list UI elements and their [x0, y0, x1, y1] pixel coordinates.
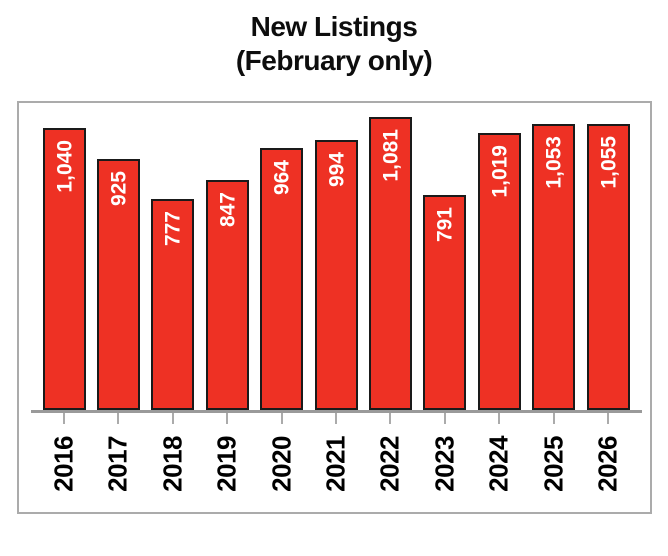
axis-tick — [172, 413, 174, 424]
x-axis-label: 2020 — [266, 436, 297, 492]
axis-tick — [226, 413, 228, 424]
bar-value-label: 925 — [107, 171, 130, 207]
x-axis-label: 2016 — [48, 436, 79, 492]
x-axis-label: 2025 — [538, 436, 569, 492]
bar-2020: 964 — [260, 148, 303, 410]
axis-tick — [607, 413, 609, 424]
bar-2018: 777 — [151, 199, 194, 410]
bar-value-label: 847 — [216, 192, 239, 228]
bar-value-label: 964 — [270, 160, 293, 196]
bar-2021: 994 — [315, 140, 358, 410]
bar-value-label: 777 — [161, 211, 184, 247]
chart-title-line2: (February only) — [235, 45, 433, 76]
axis-tick — [553, 413, 555, 424]
bar-2025: 1,053 — [532, 124, 575, 410]
axis-tick — [498, 413, 500, 424]
bar-value-label: 994 — [325, 152, 348, 188]
axis-tick — [335, 413, 337, 424]
bar-2024: 1,019 — [478, 133, 521, 410]
bar-2022: 1,081 — [369, 117, 412, 410]
plot-area: 1,040 925 777 847 964 994 1,081 791 1,019 1,053 1,… — [17, 101, 652, 514]
x-axis-label: 2018 — [157, 436, 188, 492]
chart-title: New Listings (February only) — [0, 10, 668, 78]
x-axis-label: 2021 — [320, 436, 351, 492]
axis-tick — [281, 413, 283, 424]
x-axis-label: 2024 — [483, 436, 514, 492]
bar-2019: 847 — [206, 180, 249, 410]
axis-tick — [117, 413, 119, 424]
axis-tick — [444, 413, 446, 424]
x-axis-label: 2017 — [102, 436, 133, 492]
x-axis-label: 2019 — [211, 436, 242, 492]
bar-2016: 1,040 — [43, 128, 86, 410]
axis-tick — [63, 413, 65, 424]
axis-tick — [389, 413, 391, 424]
chart-title-line1: New Listings — [250, 11, 418, 42]
x-axis-label: 2022 — [374, 436, 405, 492]
bar-2023: 791 — [423, 195, 466, 410]
bar-2026: 1,055 — [587, 124, 630, 410]
bar-value-label: 1,081 — [379, 129, 402, 182]
bar-value-label: 1,019 — [488, 145, 511, 198]
bar-2017: 925 — [97, 159, 140, 410]
x-axis-label: 2026 — [592, 436, 623, 492]
x-axis-label: 2023 — [429, 436, 460, 492]
bar-value-label: 791 — [433, 207, 456, 243]
bar-value-label: 1,040 — [53, 140, 76, 193]
x-axis-line — [31, 410, 642, 413]
bar-value-label: 1,053 — [542, 136, 565, 189]
bar-value-label: 1,055 — [597, 136, 620, 189]
